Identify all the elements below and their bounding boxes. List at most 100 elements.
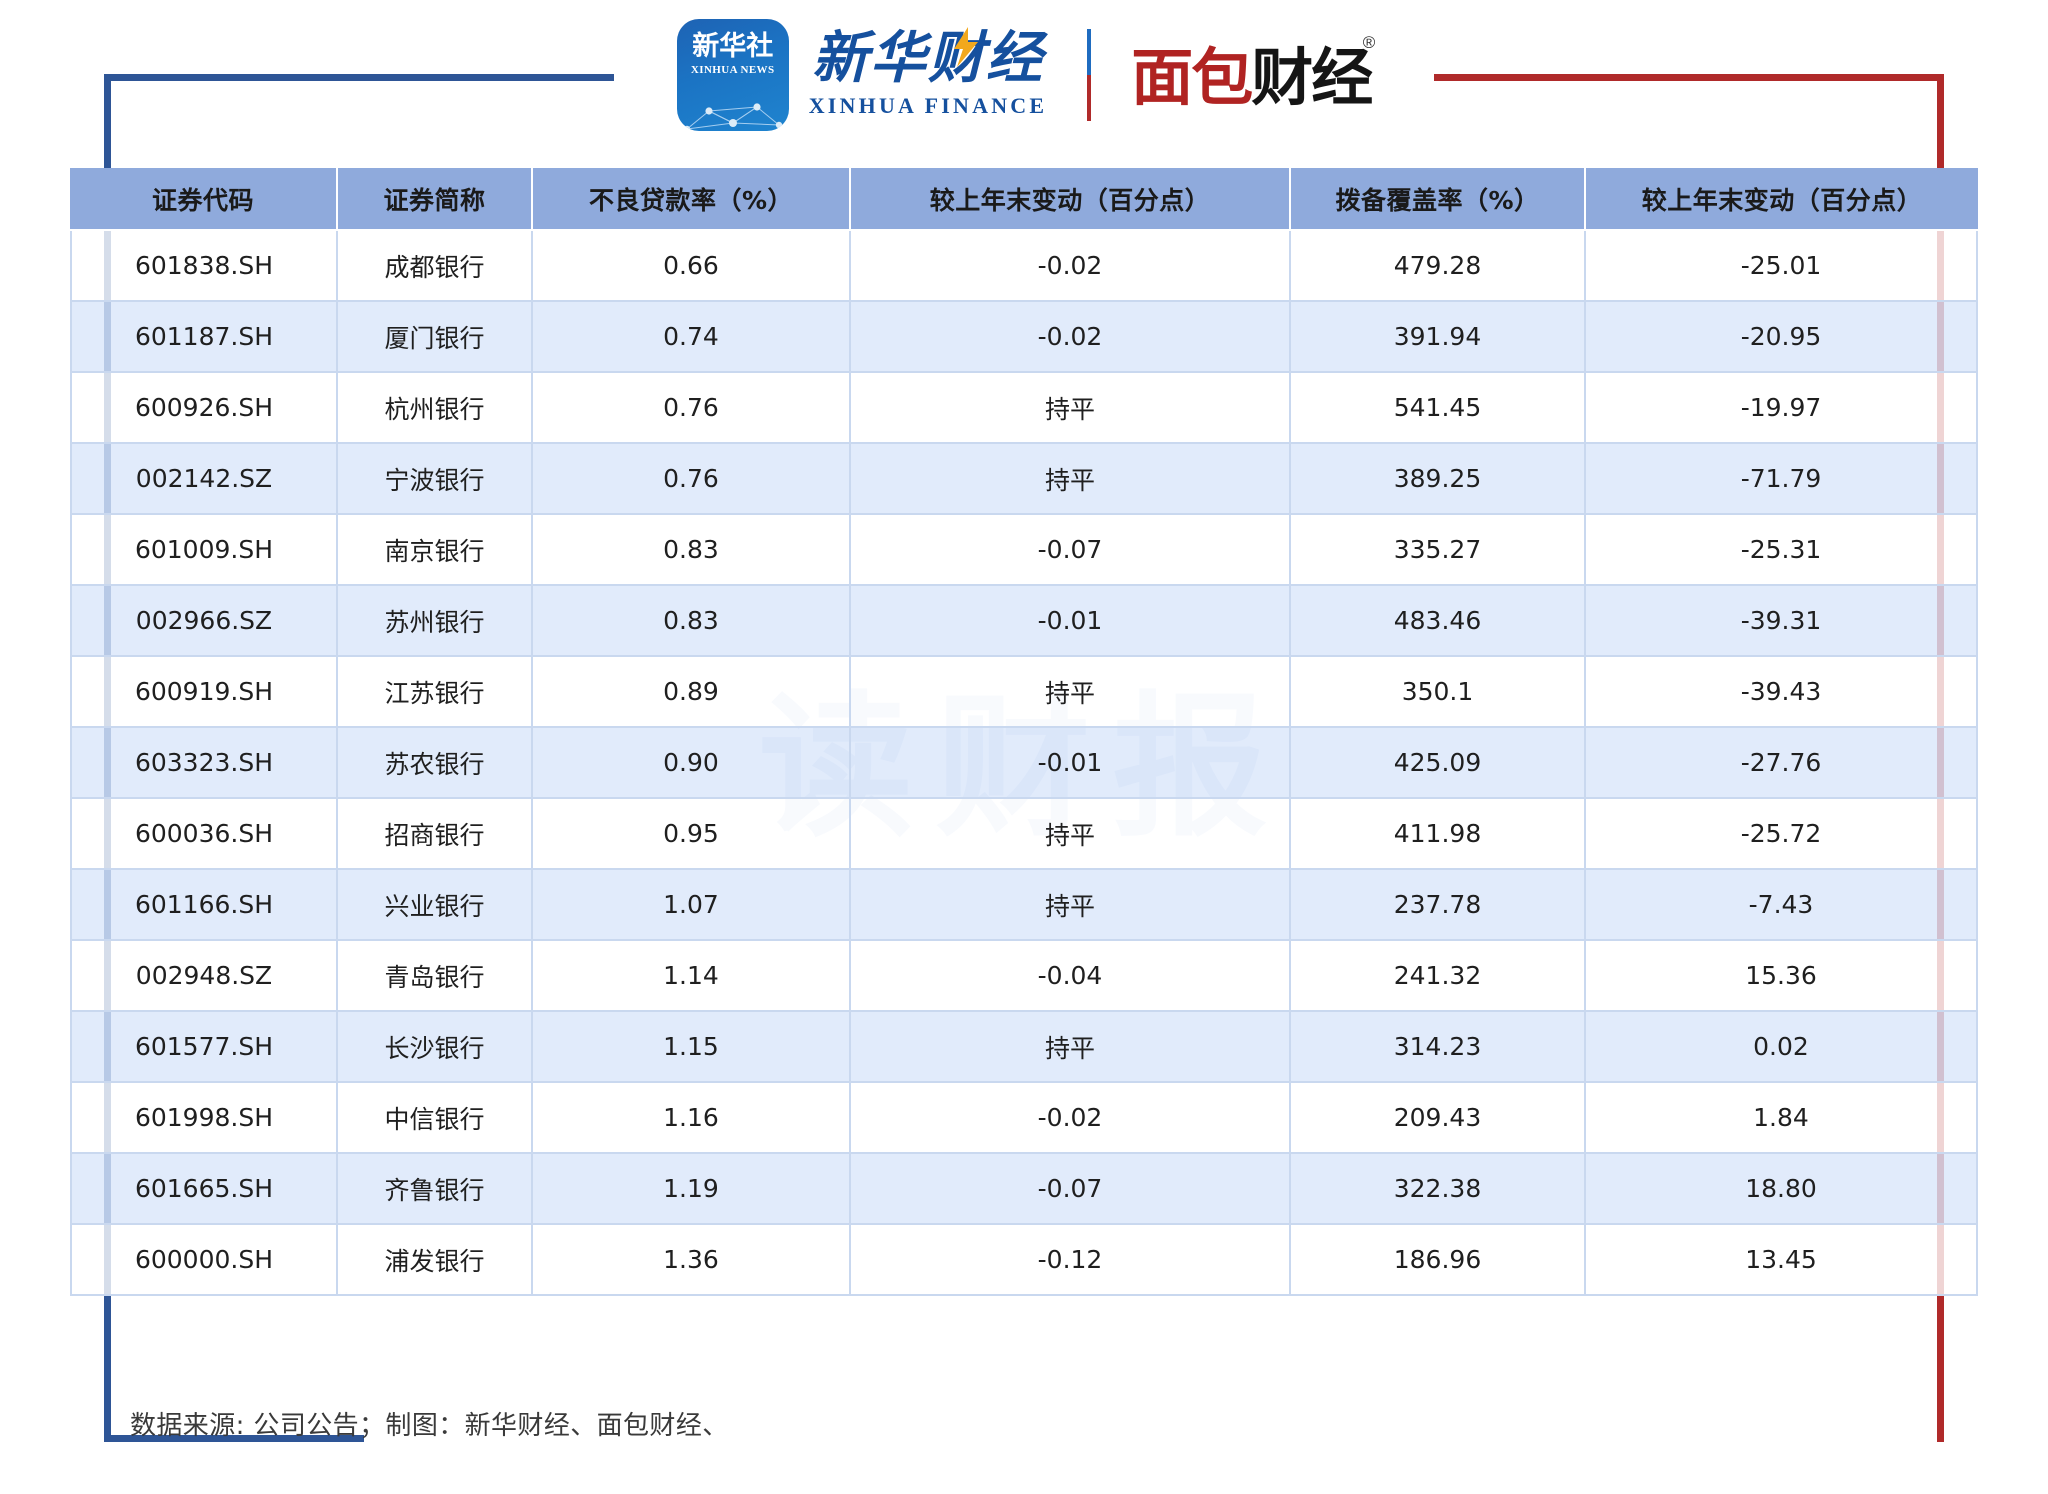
cell-provision-change: -25.31 bbox=[1586, 515, 1978, 586]
table-header-row: 证券代码 证券简称 不良贷款率（%） 较上年末变动（百分点） 拨备覆盖率（%） … bbox=[70, 168, 1978, 231]
cell-npl-ratio: 0.76 bbox=[533, 373, 851, 444]
cell-security-name: 杭州银行 bbox=[338, 373, 533, 444]
cell-security-code: 603323.SH bbox=[70, 728, 338, 799]
cell-npl-ratio: 1.14 bbox=[533, 941, 851, 1012]
cell-security-code: 600926.SH bbox=[70, 373, 338, 444]
cell-provision-change: -20.95 bbox=[1586, 302, 1978, 373]
xinhua-finance-label-cn: 新华财经 bbox=[812, 27, 1044, 87]
cell-npl-change: -0.01 bbox=[851, 586, 1291, 657]
cell-npl-ratio: 0.66 bbox=[533, 231, 851, 302]
cell-security-code: 002142.SZ bbox=[70, 444, 338, 515]
column-header-npl-ratio: 不良贷款率（%） bbox=[533, 168, 851, 231]
cell-security-name: 兴业银行 bbox=[338, 870, 533, 941]
table-row: 601838.SH 成都银行 0.66 -0.02 479.28 -25.01 bbox=[70, 231, 1978, 302]
cell-provision-change: -71.79 bbox=[1586, 444, 1978, 515]
cell-security-name: 齐鲁银行 bbox=[338, 1154, 533, 1225]
cell-provision-change: 15.36 bbox=[1586, 941, 1978, 1012]
cell-provision-change: -39.43 bbox=[1586, 657, 1978, 728]
table-row: 601166.SH 兴业银行 1.07 持平 237.78 -7.43 bbox=[70, 870, 1978, 941]
cell-provision-coverage: 391.94 bbox=[1291, 302, 1586, 373]
cell-npl-change: -0.04 bbox=[851, 941, 1291, 1012]
cell-security-name: 长沙银行 bbox=[338, 1012, 533, 1083]
cell-security-code: 600036.SH bbox=[70, 799, 338, 870]
table-row: 002142.SZ 宁波银行 0.76 持平 389.25 -71.79 bbox=[70, 444, 1978, 515]
cell-npl-change: 持平 bbox=[851, 1012, 1291, 1083]
cell-npl-ratio: 0.83 bbox=[533, 586, 851, 657]
table-row: 600036.SH 招商银行 0.95 持平 411.98 -25.72 bbox=[70, 799, 1978, 870]
mianbao-label-black: 财经 bbox=[1251, 41, 1373, 114]
cell-provision-coverage: 479.28 bbox=[1291, 231, 1586, 302]
cell-security-name: 苏州银行 bbox=[338, 586, 533, 657]
table-row: 002966.SZ 苏州银行 0.83 -0.01 483.46 -39.31 bbox=[70, 586, 1978, 657]
bank-asset-quality-table: 证券代码 证券简称 不良贷款率（%） 较上年末变动（百分点） 拨备覆盖率（%） … bbox=[70, 168, 1978, 1296]
xinhua-finance-logo: 新华财经 XINHUA FINANCE bbox=[808, 27, 1048, 119]
frame-top-left-rule bbox=[104, 74, 614, 81]
table-row: 600000.SH 浦发银行 1.36 -0.12 186.96 13.45 bbox=[70, 1225, 1978, 1296]
cell-npl-change: -0.12 bbox=[851, 1225, 1291, 1296]
cell-provision-change: -19.97 bbox=[1586, 373, 1978, 444]
cell-npl-change: -0.07 bbox=[851, 515, 1291, 586]
xinhua-finance-cn-text: 新华财经 bbox=[811, 26, 1044, 91]
cell-npl-change: 持平 bbox=[851, 799, 1291, 870]
xinhua-news-label-cn: 新华社 bbox=[692, 31, 774, 62]
cell-security-name: 青岛银行 bbox=[338, 941, 533, 1012]
cell-npl-ratio: 1.36 bbox=[533, 1225, 851, 1296]
cell-npl-change: -0.01 bbox=[851, 728, 1291, 799]
cell-npl-ratio: 0.90 bbox=[533, 728, 851, 799]
cell-provision-coverage: 389.25 bbox=[1291, 444, 1586, 515]
cell-provision-change: 13.45 bbox=[1586, 1225, 1978, 1296]
cell-npl-ratio: 0.95 bbox=[533, 799, 851, 870]
registered-trademark-icon: ® bbox=[1362, 33, 1376, 52]
cell-security-name: 成都银行 bbox=[338, 231, 533, 302]
table-row: 603323.SH 苏农银行 0.90 -0.01 425.09 -27.76 bbox=[70, 728, 1978, 799]
table-row: 601187.SH 厦门银行 0.74 -0.02 391.94 -20.95 bbox=[70, 302, 1978, 373]
cell-security-code: 600919.SH bbox=[70, 657, 338, 728]
cell-security-code: 601838.SH bbox=[70, 231, 338, 302]
logo-divider bbox=[1087, 29, 1092, 121]
cell-provision-change: -27.76 bbox=[1586, 728, 1978, 799]
table-row: 601577.SH 长沙银行 1.15 持平 314.23 0.02 bbox=[70, 1012, 1978, 1083]
xinhua-finance-label-en: XINHUA FINANCE bbox=[808, 93, 1048, 118]
cell-provision-change: -7.43 bbox=[1586, 870, 1978, 941]
cell-security-name: 招商银行 bbox=[338, 799, 533, 870]
cell-security-code: 601998.SH bbox=[70, 1083, 338, 1154]
cell-provision-coverage: 411.98 bbox=[1291, 799, 1586, 870]
cell-npl-ratio: 1.15 bbox=[533, 1012, 851, 1083]
column-header-security-code: 证券代码 bbox=[70, 168, 338, 231]
cell-security-name: 厦门银行 bbox=[338, 302, 533, 373]
cell-provision-change: -25.72 bbox=[1586, 799, 1978, 870]
cell-provision-coverage: 425.09 bbox=[1291, 728, 1586, 799]
logo-row: 新华社 XINHUA NEWS bbox=[676, 19, 1375, 131]
table-body: 601838.SH 成都银行 0.66 -0.02 479.28 -25.01 601187… bbox=[70, 231, 1978, 1296]
source-note: 数据来源: 公司公告；制图：新华财经、面包财经、 bbox=[130, 1411, 729, 1441]
cell-security-code: 601665.SH bbox=[70, 1154, 338, 1225]
column-header-provision-change: 较上年末变动（百分点） bbox=[1586, 168, 1978, 231]
table-row: 600926.SH 杭州银行 0.76 持平 541.45 -19.97 bbox=[70, 373, 1978, 444]
cell-npl-ratio: 1.07 bbox=[533, 870, 851, 941]
cell-provision-coverage: 237.78 bbox=[1291, 870, 1586, 941]
table-row: 601009.SH 南京银行 0.83 -0.07 335.27 -25.31 bbox=[70, 515, 1978, 586]
xinhua-news-logo: 新华社 XINHUA NEWS bbox=[676, 19, 789, 131]
cell-npl-change: 持平 bbox=[851, 657, 1291, 728]
cell-provision-coverage: 314.23 bbox=[1291, 1012, 1586, 1083]
cell-provision-change: 18.80 bbox=[1586, 1154, 1978, 1225]
cell-security-code: 601577.SH bbox=[70, 1012, 338, 1083]
xinhua-news-label-en: XINHUA NEWS bbox=[690, 64, 775, 76]
cell-provision-coverage: 483.46 bbox=[1291, 586, 1586, 657]
cell-provision-coverage: 322.38 bbox=[1291, 1154, 1586, 1225]
table-row: 601665.SH 齐鲁银行 1.19 -0.07 322.38 18.80 bbox=[70, 1154, 1978, 1225]
cell-security-code: 601166.SH bbox=[70, 870, 338, 941]
cell-npl-ratio: 0.74 bbox=[533, 302, 851, 373]
cell-provision-coverage: 209.43 bbox=[1291, 1083, 1586, 1154]
table-container: 证券代码 证券简称 不良贷款率（%） 较上年末变动（百分点） 拨备覆盖率（%） … bbox=[70, 168, 1978, 1296]
cell-security-code: 002948.SZ bbox=[70, 941, 338, 1012]
cell-security-code: 601187.SH bbox=[70, 302, 338, 373]
cell-security-code: 601009.SH bbox=[70, 515, 338, 586]
cell-npl-ratio: 0.89 bbox=[533, 657, 851, 728]
cell-npl-ratio: 0.76 bbox=[533, 444, 851, 515]
frame-bottom-rule bbox=[104, 1435, 364, 1442]
cell-npl-change: 持平 bbox=[851, 373, 1291, 444]
cell-security-code: 002966.SZ bbox=[70, 586, 338, 657]
cell-npl-change: -0.02 bbox=[851, 1083, 1291, 1154]
frame-top-right-rule bbox=[1434, 74, 1944, 81]
